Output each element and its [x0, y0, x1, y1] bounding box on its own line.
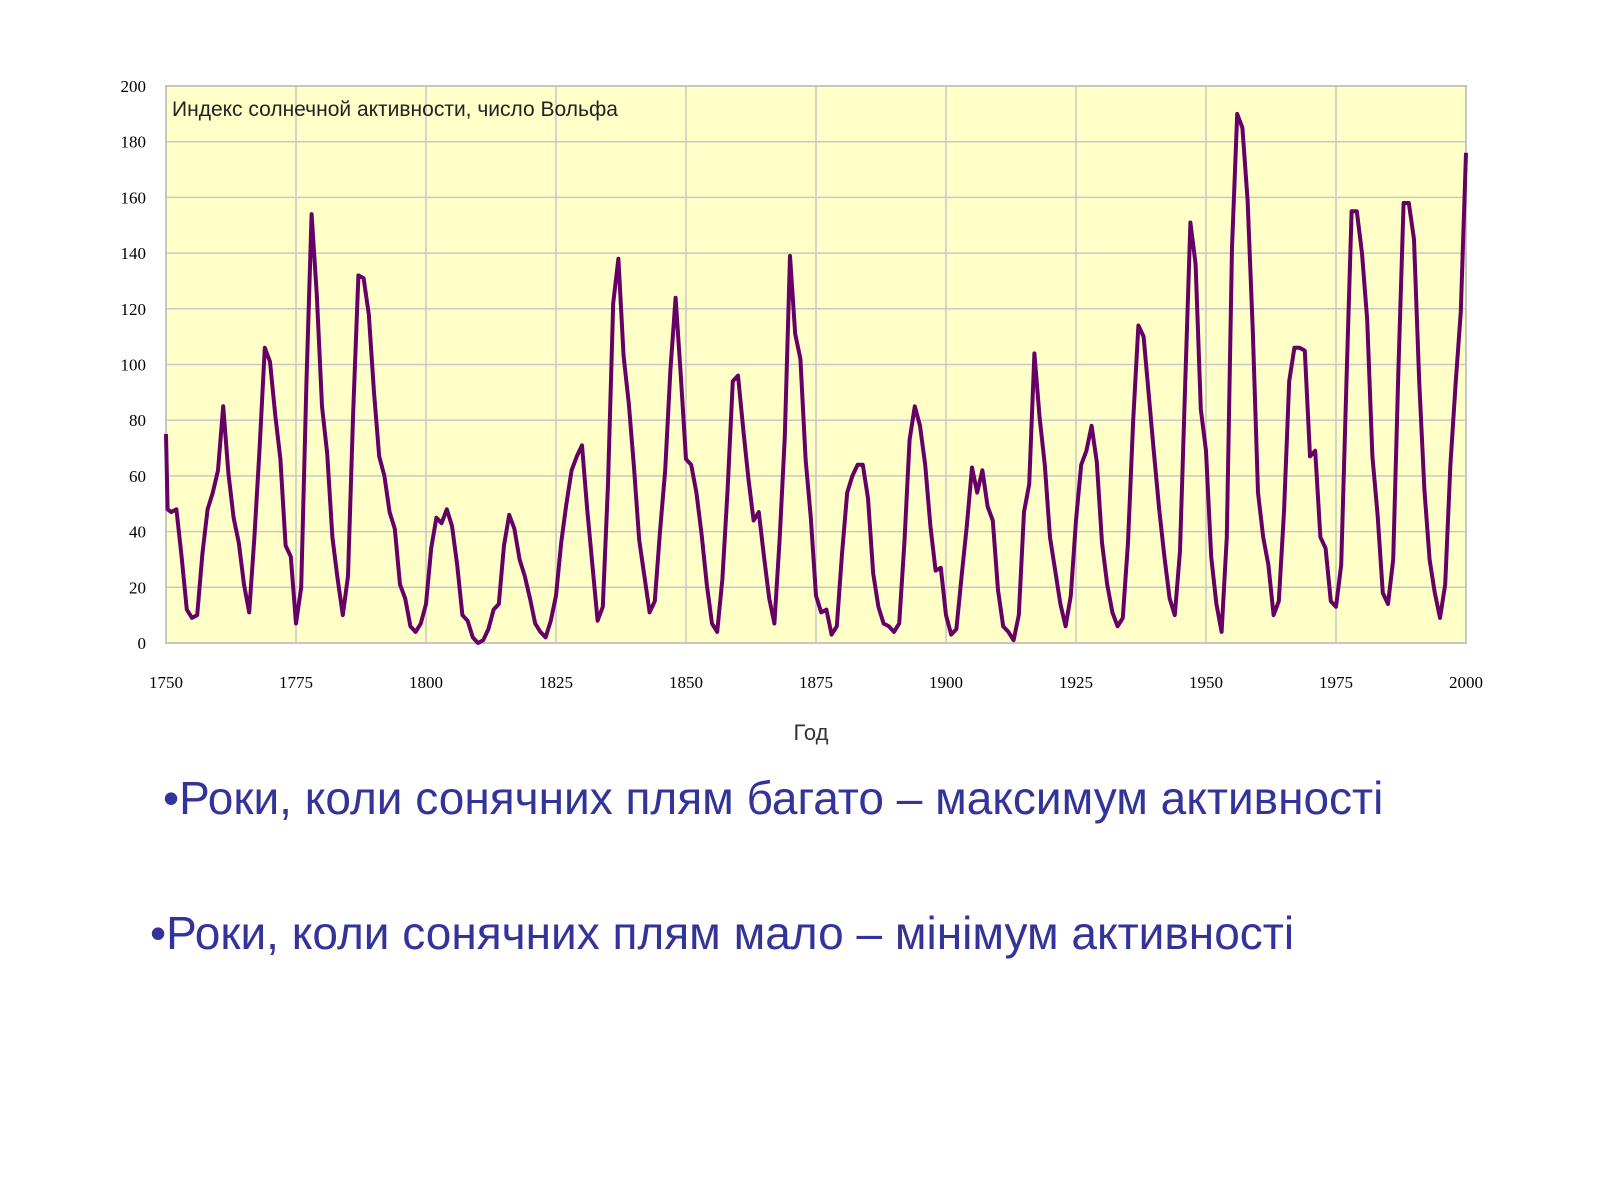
- x-tick-label: 1850: [669, 673, 703, 692]
- sunspot-series-line-0: [164, 111, 1468, 645]
- x-tick-label: 1875: [799, 673, 833, 692]
- y-tick-label: 160: [121, 188, 147, 207]
- x-tick-label: 1900: [929, 673, 963, 692]
- x-tick-label: 1775: [279, 673, 313, 692]
- y-tick-label: 180: [121, 133, 147, 152]
- y-tick-label: 120: [121, 300, 147, 319]
- y-tick-label: 100: [121, 356, 147, 375]
- x-axis-ticks: 1750 1775 1800 1825 1850 1875 1900 1925 1950 1975…: [149, 673, 1483, 692]
- x-tick-label: 1825: [539, 673, 573, 692]
- y-tick-label: 200: [121, 77, 147, 96]
- series-layer: [164, 111, 1468, 645]
- y-tick-label: 60: [129, 467, 146, 486]
- bullet-maximum-activity: •Роки, коли сонячних плям багато – макси…: [163, 772, 1384, 824]
- y-tick-label: 0: [138, 634, 147, 653]
- x-axis-title: Год: [793, 720, 828, 745]
- x-tick-label: 1950: [1189, 673, 1223, 692]
- x-tick-label: 1800: [409, 673, 443, 692]
- x-tick-label: 1925: [1059, 673, 1093, 692]
- chart-title: Индекс солнечной активности, число Вольф…: [172, 98, 618, 121]
- y-tick-label: 20: [129, 578, 146, 597]
- grid-lines: [165, 85, 1467, 644]
- sunspot-chart: 0 20 40 60 80 100 120 140 160 180 200 1750 1775 1800…: [121, 77, 1484, 745]
- y-axis-ticks: 0 20 40 60 80 100 120 140 160 180 200: [121, 77, 147, 653]
- x-tick-label: 1975: [1319, 673, 1353, 692]
- y-tick-label: 140: [121, 244, 147, 263]
- x-tick-label: 2000: [1449, 673, 1483, 692]
- x-tick-label: 1750: [149, 673, 183, 692]
- bullet-minimum-activity: •Роки, коли сонячних плям мало – мінімум…: [150, 907, 1295, 959]
- y-tick-label: 40: [129, 523, 146, 542]
- y-tick-label: 80: [129, 411, 146, 430]
